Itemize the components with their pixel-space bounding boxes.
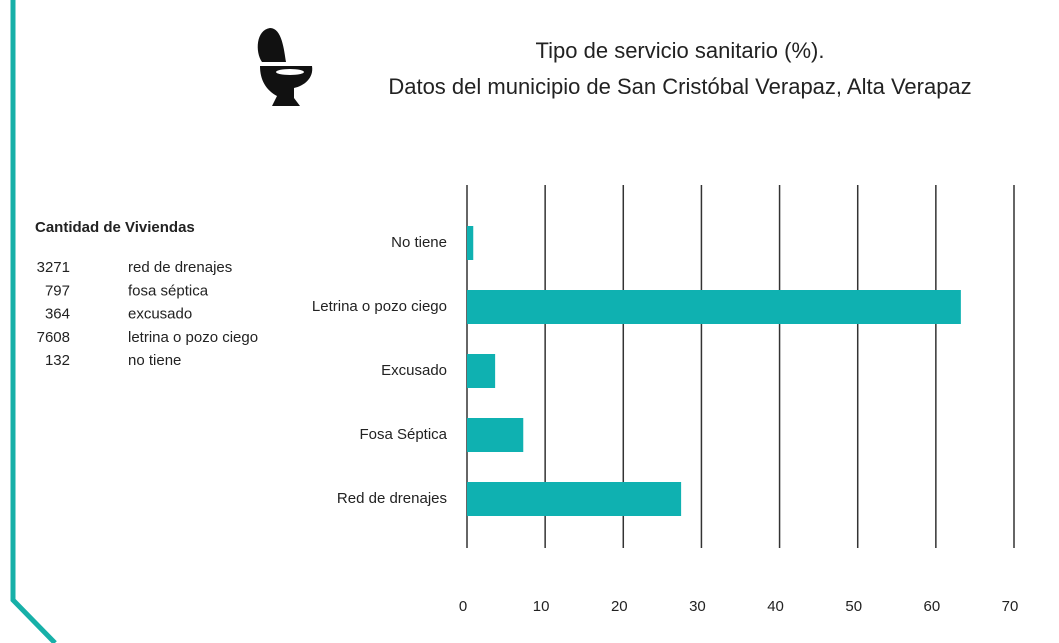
bar	[467, 226, 474, 260]
x-tick-label: 10	[533, 598, 550, 615]
chart-subtitle: Datos del municipio de San Cristóbal Ver…	[388, 74, 971, 99]
x-tick-label: 20	[611, 598, 628, 615]
chart: 0 10 20 30 40 50 60 70 No tiene Letrina o pozo ci…	[312, 185, 1018, 615]
table-label: fosa séptica	[128, 282, 209, 299]
bar	[467, 354, 496, 388]
bar	[467, 290, 961, 324]
y-tick-label: Fosa Séptica	[359, 426, 447, 443]
table-count: 3271	[37, 259, 70, 276]
x-tick-label: 50	[845, 598, 862, 615]
table-label: letrina o pozo ciego	[128, 329, 258, 346]
table-count: 7608	[37, 329, 70, 346]
x-tick-label: 60	[924, 598, 941, 615]
table: 3271 red de drenajes 797 fosa séptica 364 exc…	[37, 259, 258, 369]
table-count: 797	[45, 282, 70, 299]
table-label: red de drenajes	[128, 259, 232, 276]
x-tick-label: 30	[689, 598, 706, 615]
x-tick-label: 70	[1002, 598, 1019, 615]
table-label: excusado	[128, 306, 192, 323]
table-title: Cantidad de Viviendas	[35, 219, 195, 236]
y-tick-label: Excusado	[381, 362, 447, 379]
table-count: 132	[45, 352, 70, 369]
x-tick-label: 40	[767, 598, 784, 615]
x-tick-label: 0	[459, 598, 467, 615]
bar	[467, 482, 682, 516]
chart-title: Tipo de servicio sanitario (%).	[536, 38, 825, 63]
table-count: 364	[45, 306, 70, 323]
y-tick-label: Red de drenajes	[337, 490, 447, 507]
bar	[467, 418, 524, 452]
toilet-icon	[257, 28, 313, 106]
decor-line	[10, 0, 57, 643]
y-tick-label: No tiene	[391, 234, 447, 251]
table-label: no tiene	[128, 352, 181, 369]
y-tick-label: Letrina o pozo ciego	[312, 298, 447, 315]
